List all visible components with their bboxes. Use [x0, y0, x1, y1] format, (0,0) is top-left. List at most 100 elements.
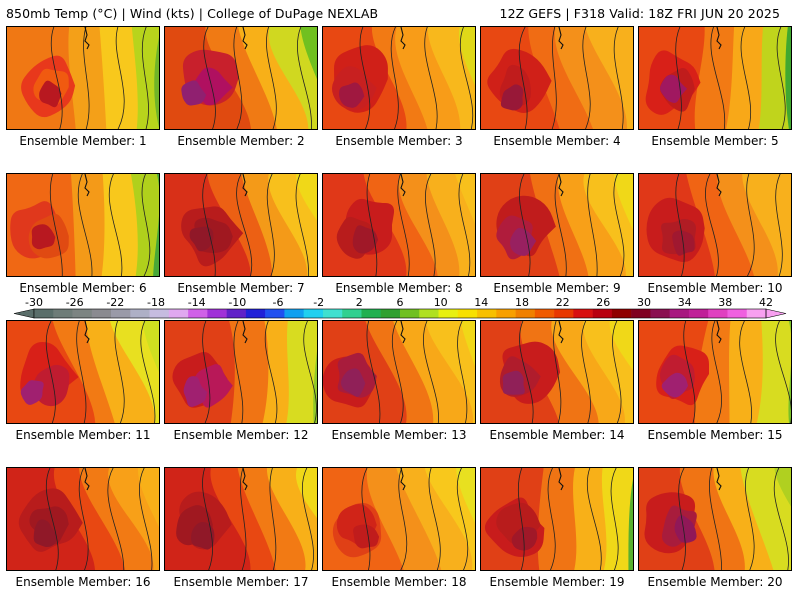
heat-core [20, 380, 44, 405]
height-contour [586, 468, 602, 570]
colorbar-swatch [400, 309, 420, 318]
height-contour [711, 321, 722, 423]
ensemble-map-panel [6, 467, 160, 571]
height-contour [581, 321, 591, 423]
colorbar-swatch [534, 309, 555, 318]
height-contour [587, 174, 598, 276]
coastline [558, 321, 564, 344]
colorbar-swatch [111, 309, 131, 318]
temperature-field [323, 468, 475, 570]
heat-core [39, 80, 62, 108]
height-contour [710, 27, 726, 129]
ensemble-map-panel [638, 26, 792, 130]
ensemble-map-panel [480, 467, 634, 571]
coastline [558, 468, 564, 491]
height-contour [610, 468, 619, 570]
height-contour [675, 174, 685, 276]
colorbar-swatch [130, 309, 150, 318]
colorbar-tick-label: 38 [718, 296, 732, 309]
height-contour [366, 321, 381, 423]
heat-core [659, 74, 688, 103]
heat-core [674, 515, 697, 543]
temperature-band [460, 321, 475, 367]
height-contour [139, 468, 153, 570]
height-contour [115, 27, 125, 129]
height-contour [547, 468, 556, 570]
coastline [400, 321, 406, 344]
height-contour [459, 27, 474, 129]
height-contour [83, 27, 90, 129]
colorbar-max-arrow [765, 308, 787, 319]
ensemble-member-caption: Ensemble Member: 11 [15, 428, 151, 442]
temperature-band [137, 468, 159, 527]
heat-core [191, 521, 215, 550]
height-contour [236, 174, 253, 276]
temperature-band [286, 321, 317, 423]
colorbar-swatch [438, 309, 459, 318]
height-contour [76, 321, 87, 423]
colorbar-swatch [322, 309, 343, 318]
temperature-field [7, 321, 159, 423]
colorbar-swatch [53, 309, 73, 318]
height-contour [390, 27, 399, 129]
temperature-field [639, 174, 791, 276]
colorbar-tick-label: -10 [228, 296, 246, 309]
colorbar-swatch [611, 309, 632, 318]
height-contour [582, 27, 591, 129]
colorbar-swatch [592, 309, 613, 318]
colorbar-swatch [380, 309, 401, 318]
colorbar-tick-label: -18 [147, 296, 165, 309]
height-contour [519, 174, 531, 276]
coastline [558, 27, 564, 50]
height-contour [398, 468, 408, 570]
colorbar-outline [33, 308, 767, 319]
height-contour [428, 468, 441, 570]
temperature-field [323, 174, 475, 276]
colorbar-swatch [727, 309, 748, 318]
height-contour [108, 174, 123, 276]
colorbar-swatch [573, 309, 593, 318]
heat-core [661, 372, 689, 398]
height-contour [678, 468, 686, 570]
heat-core [500, 84, 524, 111]
ensemble-member-caption: Ensemble Member: 2 [177, 134, 305, 148]
colorbar-swatch [72, 309, 93, 318]
ensemble-member-caption: Ensemble Member: 4 [493, 134, 621, 148]
height-contour [302, 468, 314, 570]
temperature-band [758, 27, 791, 129]
ensemble-map-panel [480, 26, 634, 130]
coastline [242, 468, 248, 491]
temperature-field [481, 321, 633, 423]
colorbar-tick-label: -6 [273, 296, 284, 309]
colorbar-swatch [207, 309, 227, 318]
height-contour [518, 27, 528, 129]
colorbar-swatch [34, 309, 54, 318]
temperature-band [785, 27, 791, 129]
height-contour [141, 27, 149, 129]
temperature-band [740, 468, 791, 570]
colorbar-tick-label: 42 [759, 296, 773, 309]
colorbar-swatch [342, 309, 362, 318]
colorbar-swatch [688, 309, 709, 318]
height-contour [705, 174, 719, 276]
height-contour [45, 468, 59, 570]
height-contour [233, 321, 244, 423]
temperature-field [165, 321, 317, 423]
height-contour [551, 27, 557, 129]
ensemble-member-caption: Ensemble Member: 3 [335, 134, 463, 148]
height-contour [240, 468, 247, 570]
temperature-field [481, 468, 633, 570]
heat-core [352, 225, 379, 254]
ensemble-map-panel [164, 173, 318, 277]
height-contour [141, 174, 151, 276]
temperature-band [458, 27, 475, 86]
temperature-field [7, 174, 159, 276]
temperature-band [756, 321, 791, 423]
colorbar-swatch [284, 309, 304, 318]
height-contour [424, 27, 438, 129]
coastline [242, 27, 248, 50]
colorbar-swatch [91, 309, 112, 318]
temperature-field [7, 27, 159, 129]
temperature-band [425, 321, 475, 423]
coastline [400, 468, 406, 491]
